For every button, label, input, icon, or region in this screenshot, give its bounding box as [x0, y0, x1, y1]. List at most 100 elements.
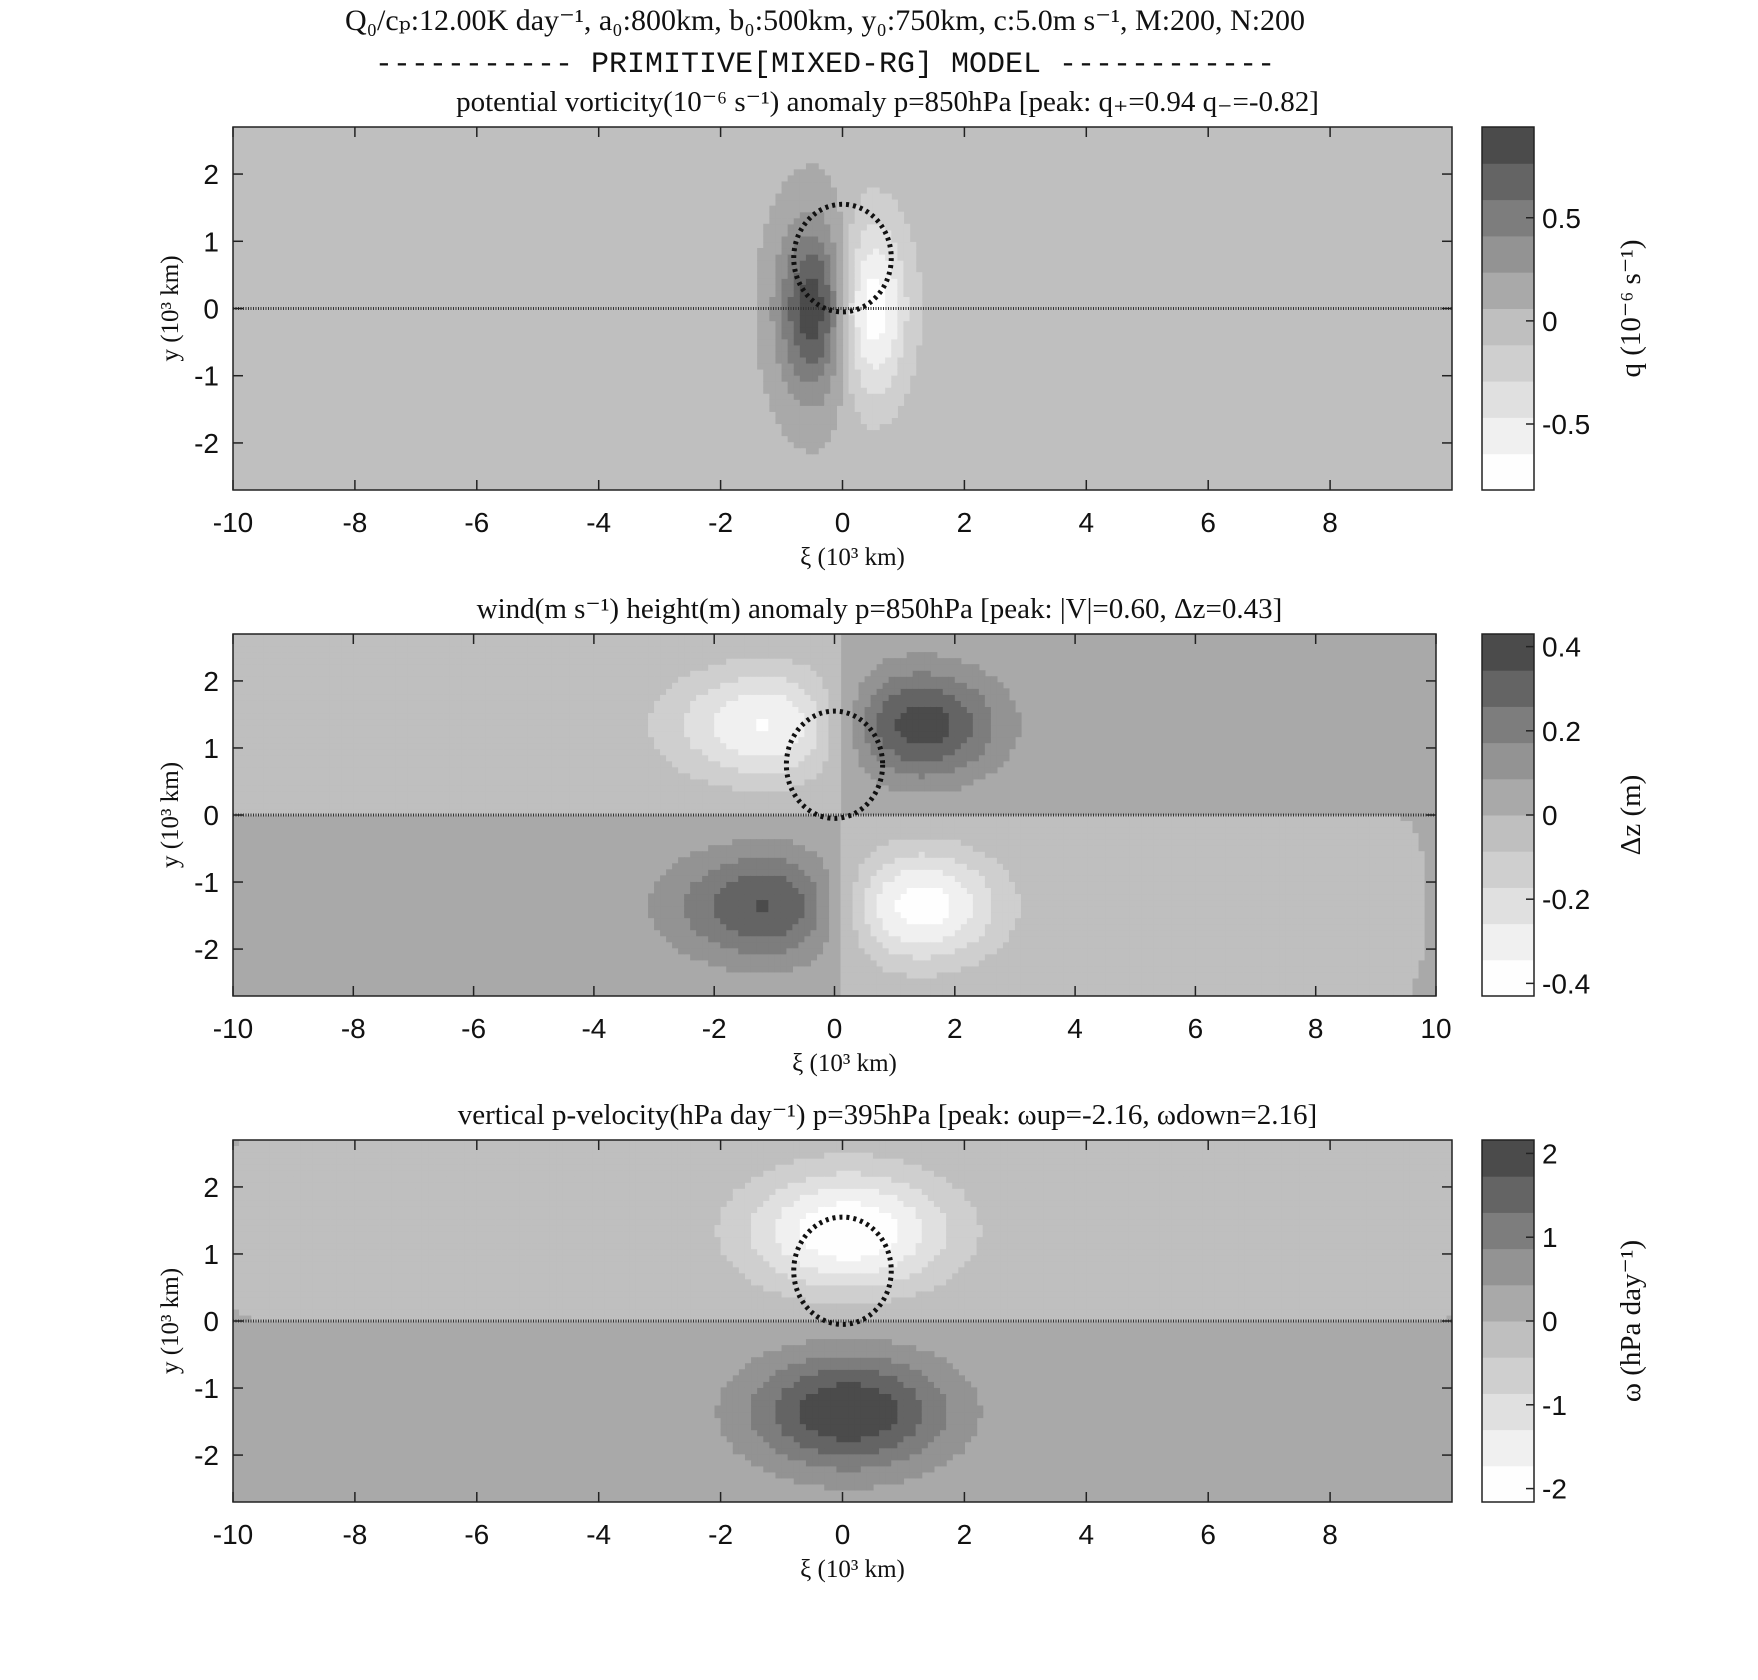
field-cell: [750, 724, 757, 732]
field-cell: [891, 356, 898, 364]
field-cell: [714, 869, 721, 876]
field-cell: [690, 953, 697, 961]
field-cell: [401, 718, 409, 726]
field-cell: [389, 748, 396, 756]
field-cell: [799, 217, 807, 225]
field-cell: [515, 808, 523, 816]
field-cell: [648, 700, 655, 707]
field-cell: [648, 802, 655, 810]
field-cell: [750, 959, 757, 967]
field-cell: [419, 664, 427, 671]
field-cell: [617, 760, 625, 768]
field-cell: [461, 760, 469, 768]
field-cell: [804, 911, 812, 919]
field-cell: [854, 369, 862, 376]
field-cell: [787, 362, 795, 370]
field-cell: [858, 730, 866, 738]
field-cell: [401, 676, 409, 683]
field-cell: [870, 766, 878, 774]
field-cell: [527, 688, 535, 695]
field-cell: [696, 881, 703, 888]
field-cell: [323, 754, 330, 762]
field-cell: [617, 772, 625, 780]
field-cell: [521, 778, 529, 786]
field-cell: [762, 742, 769, 750]
field-cell: [872, 187, 880, 195]
field-cell: [879, 235, 886, 243]
field-cell: [781, 381, 789, 388]
field-cell: [799, 387, 807, 394]
field-cell: [708, 700, 715, 707]
field-cell: [684, 634, 691, 641]
field-cell: [281, 700, 288, 707]
field-cell: [485, 808, 493, 816]
field-cell: [888, 983, 896, 991]
field-cell: [642, 646, 649, 653]
field-cell: [696, 905, 703, 913]
field-cell: [756, 802, 763, 810]
field-cell: [866, 308, 874, 316]
field-cell: [329, 712, 336, 720]
field-cell: [864, 989, 872, 996]
field-cell: [885, 223, 892, 231]
field-cell: [757, 314, 764, 322]
field-cell: [305, 646, 312, 653]
field-cell: [816, 760, 824, 768]
field-cell: [786, 875, 793, 882]
field-cell: [903, 229, 911, 237]
field-cell: [762, 730, 769, 738]
field-cell: [780, 760, 787, 768]
field-cell: [769, 320, 777, 328]
field-cell: [787, 199, 795, 207]
field-cell: [756, 911, 763, 919]
field-cell: [605, 736, 613, 744]
field-cell: [888, 742, 896, 750]
field-cell: [599, 670, 607, 677]
field-cell: [347, 772, 354, 780]
field-cell: [287, 742, 294, 750]
field-cell: [762, 646, 769, 653]
field-cell: [781, 205, 789, 213]
field-cell: [377, 796, 384, 804]
field-cell: [353, 652, 360, 659]
field-cell: [575, 748, 583, 756]
field-cell: [437, 670, 445, 677]
field-cell: [726, 857, 733, 864]
field-cell: [473, 802, 481, 810]
field-cell: [281, 658, 288, 665]
field-cell: [702, 893, 709, 901]
field-cell: [666, 869, 673, 876]
field-cell: [804, 869, 812, 876]
field-cell: [666, 694, 673, 701]
field-cell: [269, 634, 276, 641]
field-cell: [774, 706, 781, 714]
field-cell: [599, 646, 607, 653]
field-cell: [805, 326, 813, 334]
field-cell: [798, 688, 806, 695]
field-cell: [882, 670, 890, 677]
field-cell: [497, 670, 505, 677]
field-cell: [323, 796, 330, 804]
field-cell: [897, 278, 905, 285]
field-cell: [774, 742, 781, 750]
field-cell: [872, 375, 880, 382]
field-cell: [903, 278, 911, 285]
field-cell: [720, 863, 727, 870]
field-cell: [793, 187, 801, 195]
field-cell: [521, 802, 529, 810]
field-cell: [545, 778, 553, 786]
field-cell: [702, 664, 709, 671]
field-cell: [840, 893, 848, 901]
field-cell: [732, 682, 739, 689]
field-cell: [305, 652, 312, 659]
field-cell: [239, 706, 246, 714]
field-cell: [793, 290, 801, 297]
field-cell: [763, 320, 770, 328]
field-cell: [762, 718, 769, 726]
field-cell: [365, 718, 372, 726]
field-cell: [726, 676, 733, 683]
field-cell: [666, 917, 673, 925]
field-cell: [720, 766, 727, 774]
field-cell: [870, 736, 878, 744]
field-cell: [763, 235, 770, 243]
